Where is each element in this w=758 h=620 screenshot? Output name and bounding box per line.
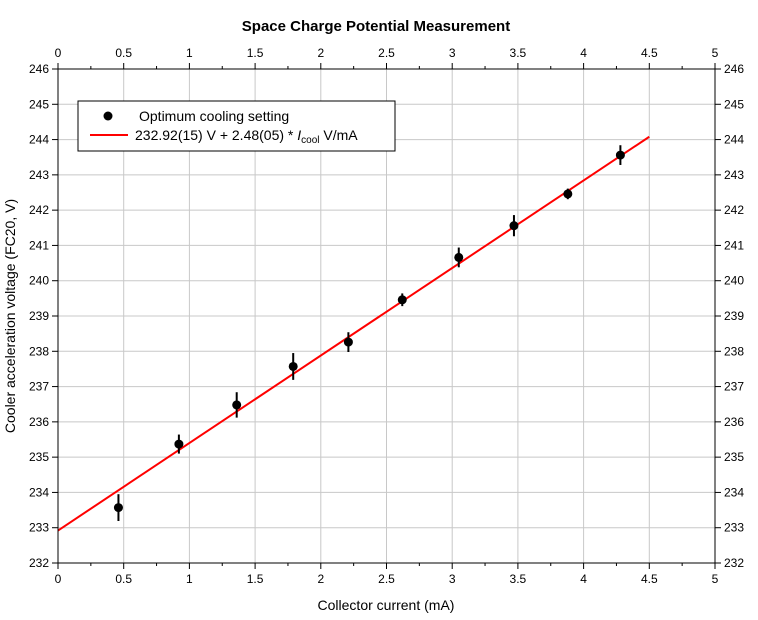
x-tick-label: 3.5 (510, 572, 527, 586)
y-tick-label: 239 (29, 309, 49, 323)
x-tick-label: 0.5 (115, 572, 132, 586)
y-tick-label: 243 (29, 168, 49, 182)
y-tick-label-right: 242 (724, 203, 744, 217)
y-tick-label: 238 (29, 344, 49, 358)
x-tick-label-top: 3 (449, 46, 456, 60)
x-tick-label: 4.5 (641, 572, 658, 586)
y-tick-label-right: 232 (724, 556, 744, 570)
x-axis-title: Collector current (mA) (318, 597, 455, 613)
y-tick-label: 242 (29, 203, 49, 217)
x-tick-label-top: 1.5 (247, 46, 264, 60)
y-tick-label-right: 245 (724, 97, 744, 111)
legend-fit-subscript: cool (301, 135, 319, 146)
x-tick-label-top: 2.5 (378, 46, 395, 60)
y-axis-title: Cooler acceleration voltage (FC20, V) (2, 199, 18, 433)
x-tick-label: 2.5 (378, 572, 395, 586)
data-point (509, 221, 519, 231)
x-tick-label: 1 (186, 572, 193, 586)
legend-entry-fit-line: 232.92(15) V + 2.48(05) * Icool V/mA (135, 127, 358, 146)
y-tick-label-right: 246 (724, 62, 744, 76)
legend-fit-unit: V/mA (320, 127, 359, 143)
y-tick-label: 235 (29, 450, 49, 464)
y-tick-label-right: 239 (724, 309, 744, 323)
x-tick-label-top: 2 (317, 46, 324, 60)
legend-marker-points (103, 111, 113, 121)
data-point (343, 337, 353, 347)
y-tick-label-right: 234 (724, 485, 744, 499)
data-point (454, 252, 464, 262)
chart-title: Space Charge Potential Measurement (242, 18, 510, 35)
y-tick-label-right: 244 (724, 133, 744, 147)
x-tick-label: 4 (580, 572, 587, 586)
y-tick-label: 234 (29, 485, 49, 499)
data-point-series (113, 145, 625, 522)
x-tick-label: 0 (55, 572, 62, 586)
x-tick-label-top: 4.5 (641, 46, 658, 60)
data-point (232, 400, 242, 410)
data-point (113, 503, 123, 513)
y-tick-label: 241 (29, 238, 49, 252)
y-tick-label-right: 240 (724, 274, 744, 288)
y-tick-label: 232 (29, 556, 49, 570)
x-tick-label-top: 0.5 (115, 46, 132, 60)
y-tick-label: 246 (29, 62, 49, 76)
x-tick-label-top: 3.5 (510, 46, 527, 60)
y-tick-label: 236 (29, 415, 49, 429)
data-point (563, 189, 573, 199)
x-tick-label: 5 (712, 572, 719, 586)
y-tick-label-right: 241 (724, 238, 744, 252)
x-tick-label-top: 0 (55, 46, 62, 60)
data-point (397, 295, 407, 305)
y-tick-label-right: 236 (724, 415, 744, 429)
legend-box (77, 100, 396, 152)
fit-line (57, 135, 650, 532)
fit-line-series (57, 135, 650, 532)
axis-ticks: 0 0 0.5 0.5 1 1 1.5 1.5 2 2 2.5 2.5 3 3 3.5 3.5 4 4 4.5 4.5… (29, 46, 744, 586)
y-tick-label-right: 233 (724, 521, 744, 535)
y-tick-label: 245 (29, 97, 49, 111)
x-tick-label-top: 1 (186, 46, 193, 60)
y-tick-label-right: 238 (724, 344, 744, 358)
plot-frame (57, 68, 716, 564)
y-tick-label: 233 (29, 521, 49, 535)
y-tick-label-right: 235 (724, 450, 744, 464)
data-point (288, 361, 298, 371)
legend-entry-points: Optimum cooling setting (139, 108, 289, 124)
x-tick-label: 3 (449, 572, 456, 586)
y-tick-label: 244 (29, 133, 49, 147)
legend-fit-symbol: I (297, 127, 301, 143)
x-tick-label-top: 5 (712, 46, 719, 60)
y-tick-label-right: 237 (724, 380, 744, 394)
x-tick-label-top: 4 (580, 46, 587, 60)
x-tick-label: 2 (317, 572, 324, 586)
data-point (615, 150, 625, 160)
y-tick-label: 237 (29, 380, 49, 394)
legend-fit-formula: 232.92(15) V + 2.48(05) * (135, 127, 297, 143)
y-tick-label-right: 243 (724, 168, 744, 182)
y-tick-label: 240 (29, 274, 49, 288)
data-point (174, 439, 184, 449)
legend: Optimum cooling setting 232.92(15) V + 2… (77, 100, 396, 152)
x-tick-label: 1.5 (247, 572, 264, 586)
